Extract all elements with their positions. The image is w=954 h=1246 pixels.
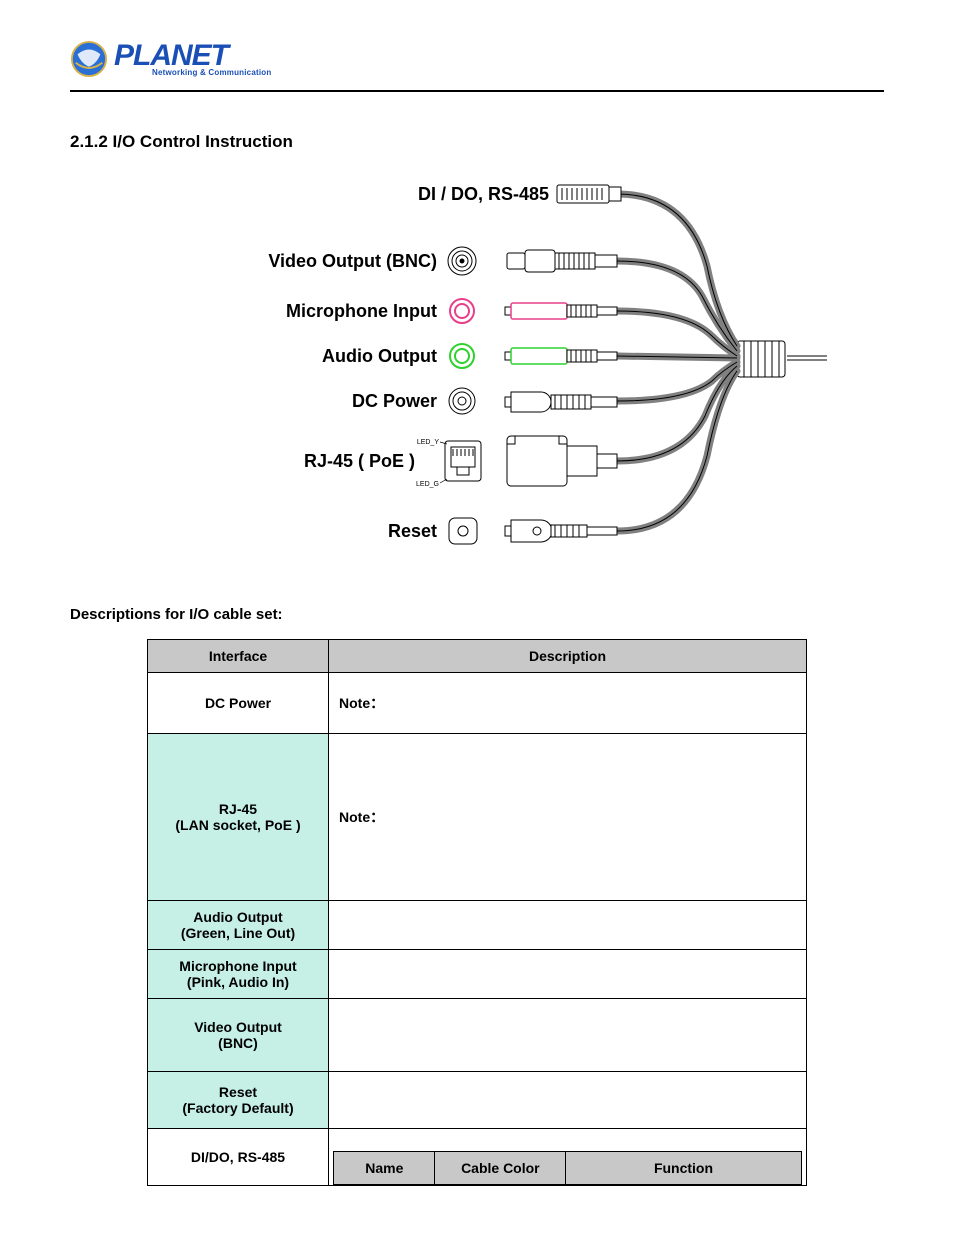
iface-reset-l1: Reset [219, 1084, 257, 1100]
desc-reset [329, 1072, 807, 1129]
table-row: DC Power Note： [148, 673, 807, 734]
desc-dido: Name Cable Color Function [329, 1129, 807, 1186]
diagram-led-y: LED_Y [417, 439, 440, 446]
iface-mic-l1: Microphone Input [179, 958, 296, 974]
diagram-reset-icon [449, 518, 477, 544]
table-row: Video Output (BNC) [148, 999, 807, 1072]
diagram-dc-icon [449, 388, 475, 414]
iface-dc: DC Power [148, 673, 329, 734]
diagram-rj45-connector [507, 436, 617, 486]
diagram-bnc-connector [507, 250, 617, 272]
logo-text: PLANET [114, 41, 271, 71]
table-row: Microphone Input (Pink, Audio In) [148, 950, 807, 999]
iface-reset: Reset (Factory Default) [148, 1072, 329, 1129]
diagram-reset-connector [505, 520, 617, 542]
desc-label: Descriptions for I/O cable set: [70, 606, 884, 623]
logo: PLANET Networking & Communication [70, 40, 884, 78]
diagram-label-audio: Audio Output [322, 346, 437, 366]
table-row: DI/DO, RS-485 Name Cable Color Function [148, 1129, 807, 1186]
table-row: RJ-45 (LAN socket, PoE ) Note： [148, 734, 807, 901]
diagram-label-reset: Reset [388, 521, 437, 541]
diagram-label-video: Video Output (BNC) [268, 251, 437, 271]
desc-video [329, 999, 807, 1072]
inner-th-fn: Function [566, 1152, 801, 1185]
table-row: Reset (Factory Default) [148, 1072, 807, 1129]
diagram-label-mic: Microphone Input [286, 301, 437, 321]
diagram-label-rj45: RJ-45 ( PoE ) [304, 451, 415, 471]
iface-video-l2: (BNC) [218, 1035, 258, 1051]
header-rule [70, 90, 884, 92]
desc-rj45: Note： [329, 734, 807, 901]
diagram-label-dido: DI / DO, RS-485 [418, 184, 549, 204]
globe-icon [70, 40, 108, 78]
th-interface: Interface [148, 640, 329, 673]
inner-th-color: Cable Color [435, 1152, 566, 1185]
iface-mic-l2: (Pink, Audio In) [187, 974, 289, 990]
dido-inner-header: Name Cable Color Function [333, 1151, 801, 1185]
iface-video: Video Output (BNC) [148, 999, 329, 1072]
iface-rj45-l1: RJ-45 [219, 801, 257, 817]
page: PLANET Networking & Communication 2.1.2 … [0, 0, 954, 1246]
desc-mic [329, 950, 807, 999]
io-diagram: DI / DO, RS-485 Video Output (BNC) [127, 176, 827, 576]
diagram-led-g: LED_G [416, 481, 439, 488]
iface-audio-l1: Audio Output [193, 909, 282, 925]
logo-tagline: Networking & Communication [114, 69, 271, 77]
iface-dido: DI/DO, RS-485 [148, 1129, 329, 1186]
diagram-rj45-icon [445, 441, 481, 481]
iface-mic: Microphone Input (Pink, Audio In) [148, 950, 329, 999]
section-title: 2.1.2 I/O Control Instruction [70, 132, 884, 152]
diagram-audio-connector [505, 348, 617, 364]
desc-audio [329, 901, 807, 950]
logo-text-wrap: PLANET Networking & Communication [114, 41, 271, 77]
note-label: Note： [339, 695, 384, 711]
iface-reset-l2: (Factory Default) [182, 1100, 293, 1116]
desc-dc: Note： [329, 673, 807, 734]
iface-rj45: RJ-45 (LAN socket, PoE ) [148, 734, 329, 901]
iface-rj45-l2: (LAN socket, PoE ) [175, 817, 300, 833]
diagram-mic-icon [450, 299, 474, 323]
diagram-dc-connector [505, 392, 617, 412]
iface-video-l1: Video Output [194, 1019, 282, 1035]
diagram-bnc-icon [448, 247, 476, 275]
iface-audio-l2: (Green, Line Out) [181, 925, 295, 941]
table-row: Audio Output (Green, Line Out) [148, 901, 807, 950]
th-description: Description [329, 640, 807, 673]
note-label: Note： [339, 809, 384, 825]
diagram-mic-connector [505, 303, 617, 319]
diagram-audio-icon [450, 344, 474, 368]
diagram-label-dc: DC Power [352, 391, 437, 411]
table-header-row: Interface Description [148, 640, 807, 673]
inner-th-name: Name [334, 1152, 435, 1185]
io-table: Interface Description DC Power Note： RJ-… [147, 639, 807, 1186]
iface-audio: Audio Output (Green, Line Out) [148, 901, 329, 950]
diagram-dido-connector [557, 185, 621, 203]
